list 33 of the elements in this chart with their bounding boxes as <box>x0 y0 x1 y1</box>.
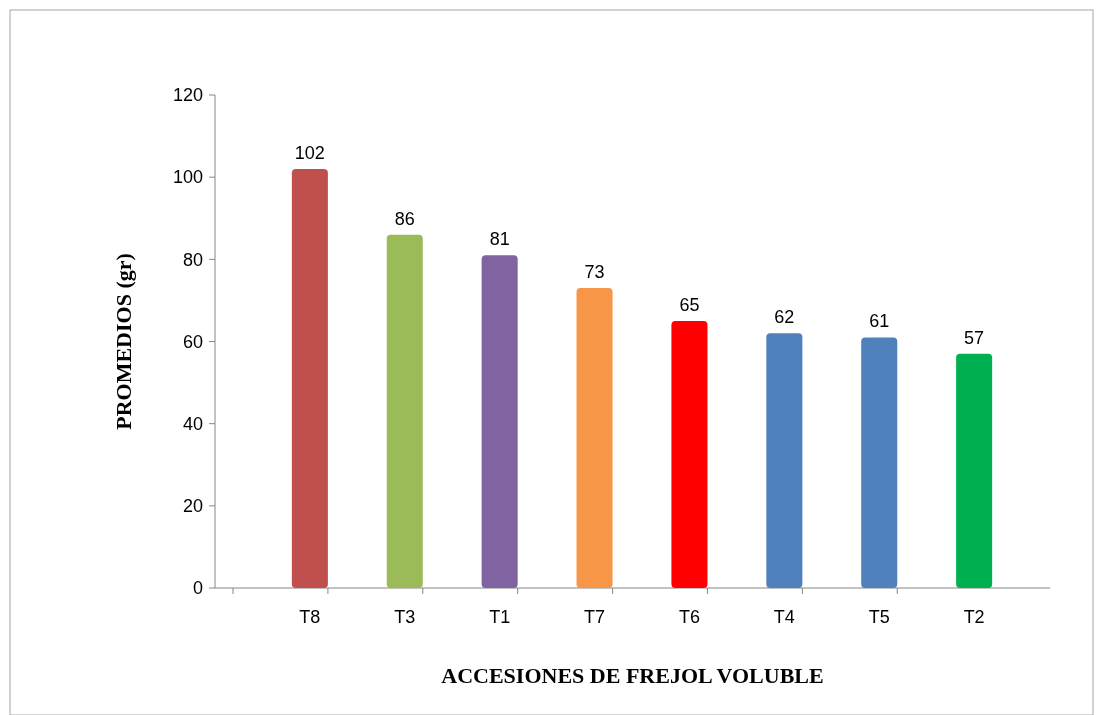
bar <box>766 333 803 588</box>
x-tick-label: T4 <box>773 607 795 627</box>
y-tick-label: 100 <box>172 167 203 188</box>
bar <box>291 168 328 588</box>
x-tick-label: T6 <box>678 607 700 627</box>
data-label: 61 <box>869 311 890 332</box>
y-tick-label: 120 <box>172 85 203 106</box>
x-axis-title: ACCESIONES DE FREJOL VOLUBLE <box>441 663 824 688</box>
x-tick-label: T7 <box>584 607 606 627</box>
data-label: 102 <box>294 142 325 163</box>
data-label: 81 <box>489 229 510 250</box>
y-tick-label: 40 <box>182 413 203 434</box>
bar <box>386 234 423 588</box>
data-label: 73 <box>584 262 605 283</box>
x-tick-label: T1 <box>489 607 511 627</box>
x-tick-label: T2 <box>963 607 985 627</box>
y-tick-label: 80 <box>182 249 203 270</box>
data-label: 62 <box>774 307 795 328</box>
data-label: 86 <box>394 208 415 229</box>
bar <box>671 320 708 588</box>
data-label: 65 <box>679 294 700 315</box>
bar <box>861 337 898 588</box>
y-tick-label: 20 <box>182 496 203 517</box>
bar <box>956 353 993 588</box>
y-tick-label: 0 <box>192 578 203 599</box>
y-axis-title: PROMEDIOS (gr) <box>111 253 136 430</box>
y-tick-label: 60 <box>182 331 203 352</box>
bar <box>576 288 613 588</box>
x-tick-label: T5 <box>868 607 890 627</box>
x-tick-label: T3 <box>394 607 416 627</box>
bar <box>481 255 518 588</box>
x-tick-label: T8 <box>299 607 321 627</box>
data-label: 57 <box>964 327 985 348</box>
